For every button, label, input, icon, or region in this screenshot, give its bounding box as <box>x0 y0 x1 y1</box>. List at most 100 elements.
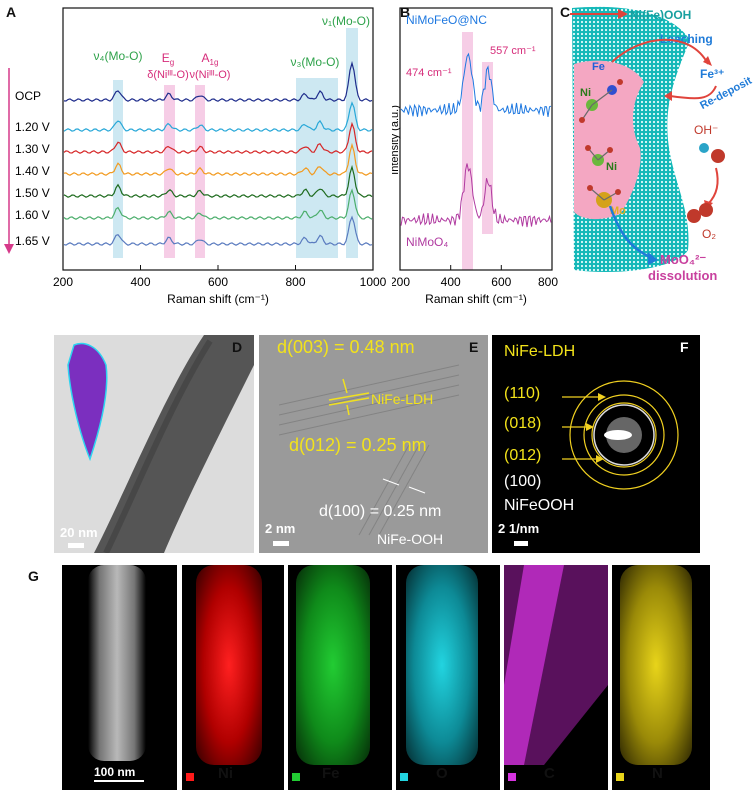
b-band-557 <box>482 62 493 234</box>
a-label-v3: ν₃(Mo-O) <box>291 55 340 69</box>
f-scale-bar <box>514 541 528 546</box>
g-scale-bar <box>94 780 144 782</box>
c-fe3-label: Fe³⁺ <box>700 67 724 81</box>
f-title: NiFe-LDH <box>504 343 576 360</box>
oh-o-atom <box>711 149 725 163</box>
a-xtick-600: 600 <box>208 275 228 289</box>
panel-letter-f: F <box>680 339 689 355</box>
g-scale-label: 100 nm <box>94 765 136 779</box>
redeposit-arrow <box>669 85 717 100</box>
n-rod <box>620 565 692 765</box>
o2-atom-1 <box>687 209 701 223</box>
c-ni2-label: Ni <box>606 161 617 173</box>
ni-rod <box>196 565 262 765</box>
map-c: C <box>504 565 608 790</box>
a-potential-6: 1.65 V <box>15 234 50 248</box>
a-xtick-400: 400 <box>130 275 150 289</box>
e-scale-label: 2 nm <box>265 521 296 536</box>
b-ylabel: Intensity (a.u.) <box>392 105 401 175</box>
panel-letter-c: C <box>560 4 571 20</box>
d-scale-label: 20 nm <box>60 525 98 540</box>
oer-arrow <box>707 167 719 205</box>
a-trace-4 <box>63 164 373 198</box>
g-label-o: O <box>436 765 448 782</box>
o-swatch <box>400 773 408 781</box>
panel-b-raman-chart: 200 400 600 800 Raman shift (cm⁻¹) NiMoF… <box>392 7 558 306</box>
a-trace-2 <box>63 121 373 154</box>
c-fe-label: Fe <box>592 61 605 73</box>
o2-atom-2 <box>699 203 713 217</box>
a-trace-6 <box>63 215 373 246</box>
potential-arrowhead <box>4 244 14 254</box>
panel-d-graphic <box>67 335 254 553</box>
f-ring-012: (012) <box>504 447 542 464</box>
a-label-v4: ν₄(Mo-O) <box>94 49 143 63</box>
n-swatch <box>616 773 624 781</box>
g-label-ni: Ni <box>218 765 233 782</box>
b-peak-474: 474 cm⁻¹ <box>406 67 452 79</box>
c-moo4-label: MoO₄²⁻ <box>660 252 706 267</box>
panel-d-tem-image: D 20 nm <box>54 335 254 553</box>
c-nifeooh-label: Ni(Fe)OOH <box>630 8 691 22</box>
c-o2-label: O₂ <box>702 227 716 241</box>
c-leaching-label: Leaching <box>660 32 713 46</box>
map-haadf: 100 nm <box>62 565 177 790</box>
a-potential-4: 1.50 V <box>15 186 50 200</box>
panel-b-frame <box>399 7 553 271</box>
b-xtick-200: 200 <box>392 275 410 289</box>
f-scale-label: 2 1/nm <box>498 521 540 536</box>
b-band-474 <box>462 32 473 270</box>
b-xtick-800: 800 <box>538 275 558 289</box>
a-trace-3 <box>63 142 373 176</box>
panel-a-raman-chart: 200 400 600 800 1000 Raman shift (cm⁻¹) … <box>4 7 387 306</box>
a-xtick-200: 200 <box>53 275 73 289</box>
fe-rod <box>296 565 370 765</box>
fe-swatch <box>292 773 300 781</box>
panel-e-graphic <box>278 364 460 536</box>
inset-model <box>67 342 108 462</box>
panel-f-graphic <box>562 380 679 490</box>
panel-letter-b: B <box>400 4 411 20</box>
e-nife-ldh-label: NiFe-LDH <box>371 391 434 407</box>
o-rod <box>406 565 478 765</box>
a-label-a1g-mode: ν(Niᴵᴵᴵ-O) <box>190 69 231 81</box>
a-potential-5: 1.60 V <box>15 208 50 222</box>
panel-letter-e: E <box>469 339 479 355</box>
a-xtick-1000: 1000 <box>360 275 387 289</box>
panel-c-schematic: Ni(Fe)OOH Leaching Fe³⁺ Re-deposit Fe Ni… <box>570 6 754 283</box>
g-label-c: C <box>544 765 555 782</box>
ni-swatch <box>186 773 194 781</box>
a-potential-1: 1.20 V <box>15 120 50 134</box>
c-dissolution-label: dissolution <box>648 268 717 283</box>
f-ring-110: (110) <box>504 385 541 402</box>
a-xtick-800: 800 <box>285 275 305 289</box>
e-d012-label: d(012) = 0.25 nm <box>289 435 427 455</box>
panel-f-saed-image: F NiFe-LDH (110) (018) (012) (100) NiFeO… <box>492 335 700 553</box>
b-peak-557: 557 cm⁻¹ <box>490 45 536 57</box>
map-n: N <box>612 565 710 790</box>
a-label-eg-mode: δ(Niᴵᴵᴵ-O) <box>147 69 189 81</box>
e-d003-label: d(003) = 0.48 nm <box>277 337 415 357</box>
a-trace-1 <box>63 101 373 132</box>
b-trace-0 <box>400 52 552 117</box>
f-nifeooh: NiFeOOH <box>504 497 575 514</box>
f-ring-018: (018) <box>504 415 542 432</box>
a-potential-2: 1.30 V <box>15 142 50 156</box>
a-potential-0: OCP <box>15 89 41 103</box>
f-ring-100: (100) <box>504 473 542 490</box>
band-a1g <box>195 85 205 258</box>
a-xlabel: Raman shift (cm⁻¹) <box>167 292 269 306</box>
e-d100-label: d(100) = 0.25 nm <box>319 503 442 520</box>
c-ni1-label: Ni <box>580 87 591 99</box>
e-nifeooh-label: NiFe-OOH <box>377 531 444 547</box>
a-potential-3: 1.40 V <box>15 164 50 178</box>
c-map-graphic <box>504 565 608 765</box>
b-xtick-600: 600 <box>491 275 511 289</box>
band-v4 <box>113 80 123 258</box>
haadf-rod <box>88 565 146 761</box>
map-fe: Fe <box>288 565 392 790</box>
panel-letter-a: A <box>6 4 17 20</box>
leaching-arrow <box>611 38 709 65</box>
a-trace-0 <box>63 60 373 102</box>
c-swatch <box>508 773 516 781</box>
